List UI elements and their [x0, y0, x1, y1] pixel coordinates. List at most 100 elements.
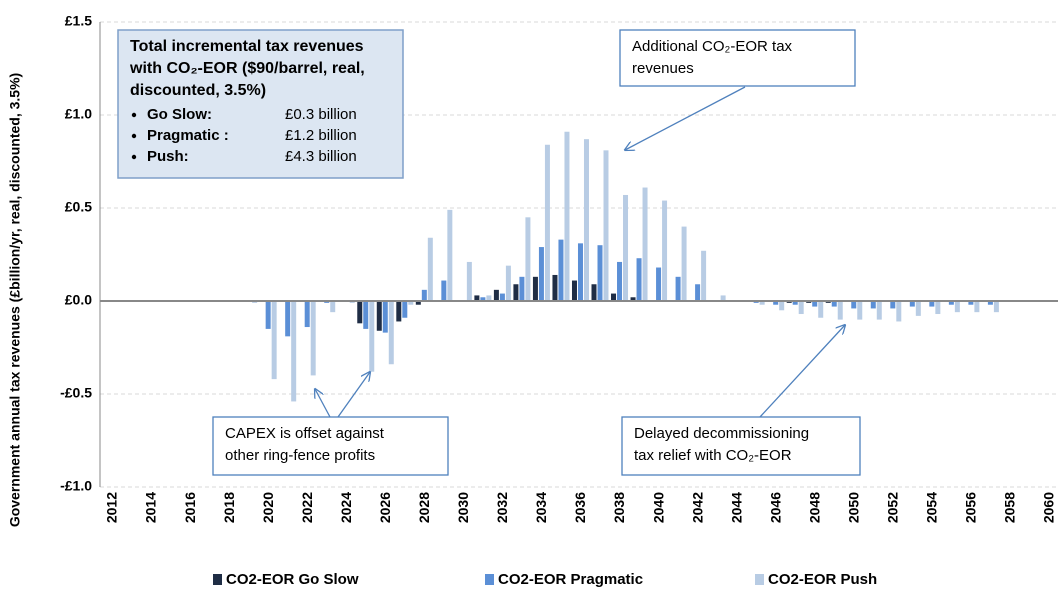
legend-swatch	[485, 574, 494, 585]
x-tick-label: 2058	[1002, 492, 1018, 523]
y-tick-label: £0.5	[65, 199, 92, 215]
bullet	[131, 133, 137, 139]
bar	[583, 139, 589, 301]
callout-box	[212, 416, 449, 476]
bar	[577, 243, 583, 301]
x-tick-label: 2048	[806, 492, 822, 523]
bar	[544, 144, 550, 301]
x-tick-label: 2054	[924, 492, 940, 523]
bar	[271, 301, 277, 380]
legend-label: CO2-EOR Pragmatic	[498, 571, 643, 588]
x-tick-label: 2012	[104, 492, 120, 523]
bar	[837, 301, 843, 320]
bar	[773, 301, 779, 305]
x-tick-label: 2044	[728, 492, 744, 523]
x-tick-label: 2030	[455, 492, 471, 523]
bar	[265, 301, 271, 329]
bar	[792, 301, 798, 305]
bar	[603, 150, 609, 301]
info-title: Total incremental tax revenues	[130, 38, 364, 55]
y-tick-label: £1.5	[65, 13, 92, 29]
bar	[571, 280, 577, 301]
bar	[617, 261, 623, 301]
bar	[831, 301, 837, 307]
bar	[636, 258, 642, 301]
bar	[929, 301, 935, 307]
bar	[382, 301, 388, 333]
bar	[954, 301, 960, 313]
bar	[948, 301, 954, 305]
bar	[656, 267, 662, 301]
bar	[513, 284, 519, 301]
bar	[505, 265, 511, 301]
callout-text: Additional CO₂-EOR tax	[632, 38, 793, 55]
y-tick-label: -£1.0	[60, 478, 92, 494]
callout-box	[621, 416, 861, 476]
callout-text: other ring-fence profits	[225, 447, 375, 464]
bar	[890, 301, 896, 309]
bar	[363, 301, 369, 329]
bar	[623, 194, 629, 301]
bar	[597, 245, 603, 301]
bar	[532, 276, 538, 301]
bar	[974, 301, 980, 313]
bar	[388, 301, 394, 365]
bar	[812, 301, 818, 307]
bar	[304, 301, 310, 328]
bar	[447, 209, 453, 301]
bar	[675, 276, 681, 301]
callout-box	[619, 29, 856, 87]
bar	[493, 289, 499, 301]
bar	[798, 301, 804, 315]
x-tick-label: 2018	[221, 492, 237, 523]
bar	[611, 293, 617, 301]
bar	[552, 274, 558, 301]
y-tick-label: £1.0	[65, 106, 92, 122]
bar	[499, 293, 505, 301]
info-label: Pragmatic :	[147, 127, 229, 144]
callout-arrow	[759, 325, 845, 418]
x-tick-label: 2038	[611, 492, 627, 523]
bar	[486, 295, 492, 301]
bar	[330, 301, 336, 313]
bar	[935, 301, 941, 315]
bar	[402, 301, 408, 318]
bar	[538, 247, 544, 301]
info-title: with CO₂-EOR ($90/barrel, real,	[129, 60, 365, 77]
x-tick-label: 2052	[885, 492, 901, 523]
bar	[695, 284, 701, 301]
bar	[993, 301, 999, 313]
x-tick-label: 2028	[416, 492, 432, 523]
callout-arrow	[337, 372, 370, 418]
bar	[968, 301, 974, 305]
x-tick-label: 2014	[143, 492, 159, 523]
legend-swatch	[213, 574, 222, 585]
bar	[701, 250, 707, 301]
bar	[369, 301, 375, 372]
x-tick-label: 2056	[963, 492, 979, 523]
bar	[915, 301, 921, 316]
bar	[466, 261, 472, 301]
legend-swatch	[755, 574, 764, 585]
bar	[818, 301, 824, 318]
bullet	[131, 154, 137, 160]
callout-arrow	[315, 389, 331, 418]
x-tick-label: 2034	[533, 492, 549, 523]
bar	[857, 301, 863, 320]
bar	[376, 301, 382, 331]
bar	[591, 284, 597, 301]
bar	[310, 301, 316, 376]
bar	[564, 131, 570, 301]
legend-label: CO2-EOR Push	[768, 571, 877, 588]
x-tick-label: 2022	[299, 492, 315, 523]
y-axis-label: Government annual tax revenues (£billion…	[7, 73, 23, 527]
bar	[987, 301, 993, 305]
bar	[396, 301, 402, 322]
info-value: £1.2 billion	[285, 127, 357, 144]
callout-text: revenues	[632, 60, 694, 77]
bar	[720, 295, 726, 301]
info-value: £4.3 billion	[285, 148, 357, 165]
info-label: Go Slow:	[147, 106, 212, 123]
bar	[896, 301, 902, 322]
x-tick-label: 2042	[689, 492, 705, 523]
